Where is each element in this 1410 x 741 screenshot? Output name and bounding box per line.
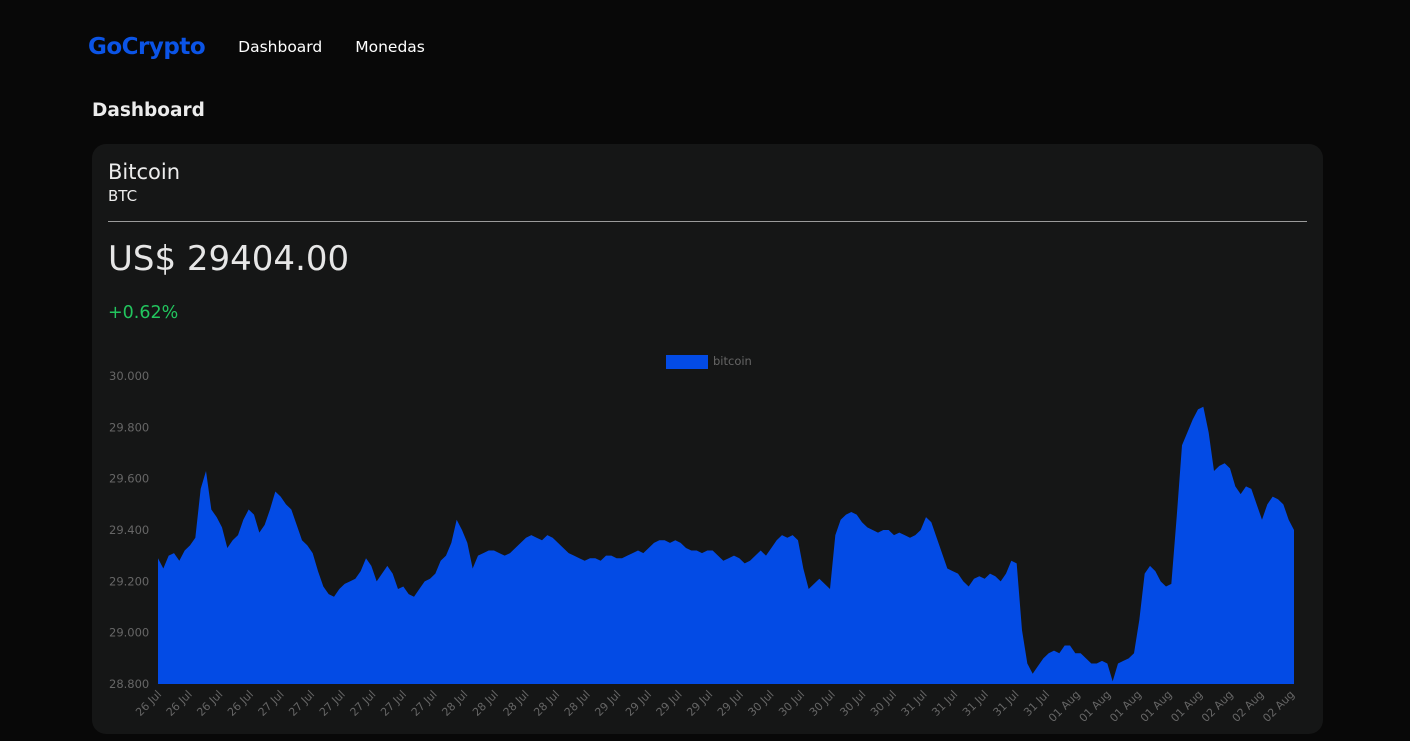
bitcoin-area-series [158,407,1294,684]
x-tick-label: 29 Jul [592,688,623,719]
x-tick-label: 28 Jul [562,688,593,719]
x-tick-label: 31 Jul [899,688,930,719]
y-tick-label: 28.800 [109,677,149,691]
x-tick-label: 30 Jul [868,688,899,719]
x-tick-label: 02 Aug [1230,688,1267,725]
x-tick-label: 30 Jul [746,688,777,719]
x-tick-label: 27 Jul [348,688,379,719]
x-tick-label: 29 Jul [623,688,654,719]
x-tick-label: 01 Aug [1168,688,1205,725]
x-tick-label: 02 Aug [1260,688,1297,725]
x-tick-label: 28 Jul [501,688,532,719]
y-tick-label: 29.600 [109,472,149,486]
x-tick-label: 28 Jul [531,688,562,719]
chart-legend[interactable]: bitcoin [666,354,752,369]
x-tick-label: 29 Jul [715,688,746,719]
x-tick-label: 26 Jul [164,688,195,719]
x-tick-label: 27 Jul [378,688,409,719]
x-tick-label: 30 Jul [837,688,868,719]
page-title: Dashboard [92,100,205,121]
x-tick-label: 01 Aug [1046,688,1083,725]
x-tick-label: 01 Aug [1138,688,1175,725]
y-tick-label: 29.400 [109,523,149,537]
legend-swatch-bitcoin [666,355,708,369]
x-tick-label: 27 Jul [256,688,287,719]
x-axis: 26 Jul 26 Jul 26 Jul 26 Jul 27 Jul 27 Jul 27 J… [133,688,1297,725]
y-axis: 30.000 29.800 29.600 29.400 29.200 29.000 28.8… [109,369,149,691]
brand-logo[interactable]: GoCrypto [88,34,205,60]
x-tick-label: 31 Jul [960,688,991,719]
x-tick-label: 26 Jul [133,688,164,719]
x-tick-label: 28 Jul [439,688,470,719]
nav-link-monedas[interactable]: Monedas [355,38,425,56]
x-tick-label: 02 Aug [1199,688,1236,725]
x-tick-label: 27 Jul [409,688,440,719]
coin-card: Bitcoin BTC US$ 29404.00 +0.62% bitcoin … [92,144,1323,734]
price-chart: bitcoin 30.000 29.800 29.600 29.400 29.200 29… [92,144,1323,734]
x-tick-label: 31 Jul [991,688,1022,719]
y-tick-label: 29.000 [109,626,149,640]
x-tick-label: 26 Jul [194,688,225,719]
x-tick-label: 01 Aug [1107,688,1144,725]
x-tick-label: 26 Jul [225,688,256,719]
nav-link-dashboard[interactable]: Dashboard [238,38,322,56]
x-tick-label: 27 Jul [317,688,348,719]
x-tick-label: 27 Jul [286,688,317,719]
x-tick-label: 29 Jul [654,688,685,719]
x-tick-label: 28 Jul [470,688,501,719]
x-tick-label: 29 Jul [684,688,715,719]
x-tick-label: 30 Jul [776,688,807,719]
y-tick-label: 30.000 [109,369,149,383]
legend-label-bitcoin: bitcoin [713,354,752,368]
x-tick-label: 01 Aug [1077,688,1114,725]
y-tick-label: 29.200 [109,574,149,588]
y-tick-label: 29.800 [109,420,149,434]
top-navbar: GoCrypto Dashboard Monedas [88,30,458,64]
x-tick-label: 30 Jul [807,688,838,719]
x-tick-label: 31 Jul [929,688,960,719]
